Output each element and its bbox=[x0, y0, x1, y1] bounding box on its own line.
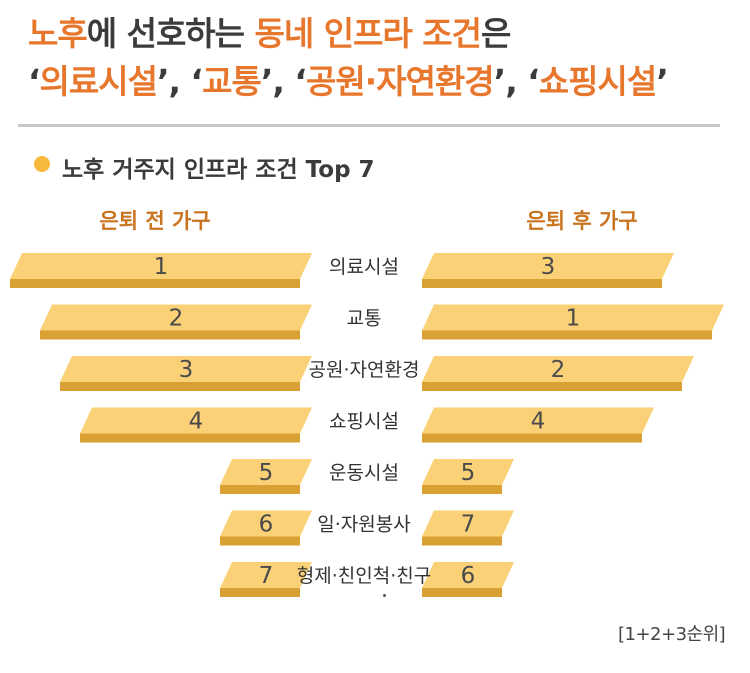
rank-label: 4 bbox=[531, 409, 546, 435]
rank-label: 1 bbox=[566, 306, 581, 332]
after-rank-bar: 6 bbox=[422, 562, 514, 597]
bullet-dot-icon bbox=[34, 156, 50, 172]
category-label: 운동시설 bbox=[329, 462, 399, 484]
after-rank-bar: 1 bbox=[422, 304, 724, 340]
bar-shadow bbox=[422, 485, 502, 494]
before-rank-bar: 3 bbox=[60, 356, 312, 391]
stray-dot bbox=[383, 594, 386, 597]
before-rank-bar: 6 bbox=[220, 510, 312, 546]
bar-face bbox=[60, 356, 312, 382]
rank-label: 3 bbox=[179, 357, 194, 383]
rank-label: 5 bbox=[259, 460, 274, 486]
headline-line-2: ‘의료시설’, ‘교통’, ‘공원·자연환경’, ‘쇼핑시설’ bbox=[28, 62, 669, 102]
rank-label: 4 bbox=[189, 409, 204, 435]
bar-face bbox=[220, 562, 312, 588]
bar-face bbox=[422, 356, 694, 382]
headline-segment: 에 선호하는 bbox=[86, 14, 255, 53]
bar-shadow bbox=[422, 330, 712, 340]
headline-segment: 쇼핑시설 bbox=[538, 62, 657, 101]
bar-shadow bbox=[422, 382, 682, 391]
bar-face bbox=[422, 510, 514, 537]
after-rank-bar: 7 bbox=[422, 510, 514, 546]
bar-shadow bbox=[422, 433, 642, 443]
headline-segment: 동네 인프라 조건 bbox=[254, 14, 482, 53]
bar-shadow bbox=[220, 536, 300, 546]
category-label: 일·자원봉사 bbox=[317, 514, 410, 536]
headline-segment: ’, ‘ bbox=[260, 62, 307, 101]
bar-shadow bbox=[422, 536, 502, 546]
bar-face bbox=[40, 304, 312, 331]
bar-face bbox=[422, 562, 514, 588]
headline-line-1: 노후에 선호하는 동네 인프라 조건은 bbox=[28, 14, 511, 54]
bar-shadow bbox=[422, 588, 502, 597]
bar-face bbox=[422, 459, 514, 485]
before-rank-bar: 1 bbox=[10, 253, 312, 288]
rank-label: 3 bbox=[541, 254, 556, 280]
rank-label: 2 bbox=[551, 357, 566, 383]
bar-face bbox=[10, 253, 312, 279]
bar-shadow bbox=[220, 485, 300, 494]
after-rank-bar: 3 bbox=[422, 253, 674, 288]
rank-label: 6 bbox=[461, 563, 476, 589]
bar-shadow bbox=[10, 279, 300, 288]
bar-shadow bbox=[60, 382, 300, 391]
legend-right-header: 은퇴 후 가구 bbox=[526, 209, 638, 233]
before-rank-bar: 7 bbox=[220, 562, 312, 597]
bar-shadow bbox=[422, 279, 662, 288]
rank-label: 1 bbox=[154, 254, 169, 280]
legend-left-header: 은퇴 전 가구 bbox=[99, 209, 211, 233]
after-rank-bar: 2 bbox=[422, 356, 694, 391]
bar-face bbox=[422, 253, 674, 279]
bar-face bbox=[422, 304, 724, 331]
bar-face bbox=[220, 510, 312, 537]
headline-segment: 교통 bbox=[202, 62, 262, 101]
bar-face bbox=[422, 407, 654, 434]
headline-segment: ’, ‘ bbox=[157, 62, 203, 101]
footnote: [1+2+3순위] bbox=[618, 624, 726, 645]
chart-subtitle: 노후 거주지 인프라 조건 Top 7 bbox=[62, 157, 375, 183]
category-label: 쇼핑시설 bbox=[329, 411, 399, 433]
before-rank-bar: 4 bbox=[80, 407, 312, 443]
before-rank-bar: 5 bbox=[220, 459, 312, 494]
before-rank-bar: 2 bbox=[40, 304, 312, 340]
bar-shadow bbox=[80, 433, 300, 443]
headline-segment: 은 bbox=[481, 14, 511, 53]
bar-shadow bbox=[40, 330, 300, 340]
after-rank-bar: 4 bbox=[422, 407, 654, 443]
divider bbox=[18, 124, 720, 127]
after-rank-bar: 5 bbox=[422, 459, 514, 494]
rank-label: 5 bbox=[461, 460, 476, 486]
rank-label: 7 bbox=[461, 512, 476, 538]
category-label: 교통 bbox=[347, 308, 382, 330]
rank-label: 2 bbox=[169, 306, 184, 332]
headline-segment: ’, ‘ bbox=[493, 62, 540, 101]
headline-segment: 공원·자연환경 bbox=[305, 62, 495, 101]
bar-face bbox=[220, 459, 312, 485]
rank-label: 6 bbox=[259, 512, 274, 538]
headline-segment: ‘ bbox=[28, 62, 41, 101]
headline-segment: ’ bbox=[656, 62, 669, 101]
category-label: 형제·친인척·친구 bbox=[297, 565, 431, 587]
bar-face bbox=[80, 407, 312, 434]
category-label: 의료시설 bbox=[329, 256, 399, 278]
bar-shadow bbox=[220, 588, 300, 597]
headline-segment: 노후 bbox=[28, 14, 88, 53]
headline-segment: 의료시설 bbox=[39, 62, 158, 101]
category-label: 공원·자연환경 bbox=[309, 359, 420, 381]
rank-label: 7 bbox=[259, 563, 274, 589]
